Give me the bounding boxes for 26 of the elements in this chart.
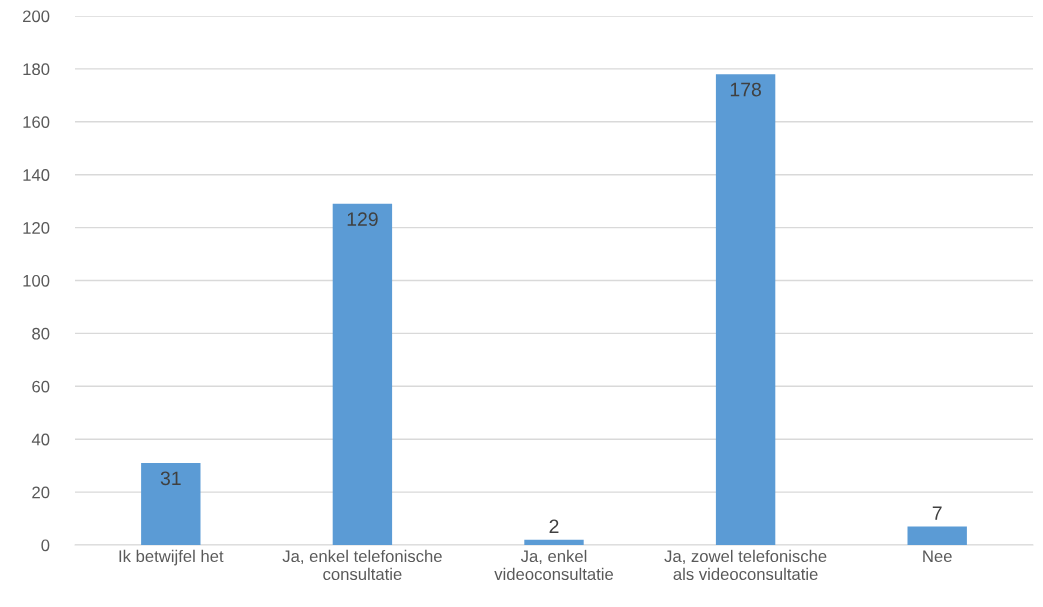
data-label: 2 <box>549 519 559 534</box>
y-tick-label: 180 <box>23 63 50 76</box>
x-tick-label: Ja, enkel telefonische consultatie <box>282 549 442 581</box>
y-tick-label: 100 <box>23 274 50 287</box>
x-tick-label: Ja, zowel telefonische als videoconsultatie <box>664 549 827 581</box>
x-tick-label: Ik betwijfel het <box>119 549 224 566</box>
y-tick-label: 80 <box>32 327 50 340</box>
y-tick-label: 200 <box>23 10 50 23</box>
bar <box>907 526 967 545</box>
bar <box>332 203 393 545</box>
data-label: 129 <box>347 212 378 227</box>
y-tick-label: 120 <box>23 222 50 234</box>
bar <box>524 539 584 545</box>
x-tick-label: Ja, enkel videoconsultatie <box>494 549 614 581</box>
y-tick-label: 40 <box>31 433 50 446</box>
bar <box>715 74 776 545</box>
data-label: 7 <box>932 506 942 520</box>
y-tick-label: 160 <box>23 116 50 128</box>
y-tick-label: 140 <box>23 169 50 181</box>
data-label: 178 <box>730 82 761 97</box>
data-label: 31 <box>160 471 181 486</box>
y-tick-label: 60 <box>32 380 50 393</box>
y-tick-label: 20 <box>32 486 50 499</box>
y-tick-label: 0 <box>41 539 50 552</box>
bar <box>141 463 201 545</box>
x-tick-label: Nee <box>923 550 952 563</box>
